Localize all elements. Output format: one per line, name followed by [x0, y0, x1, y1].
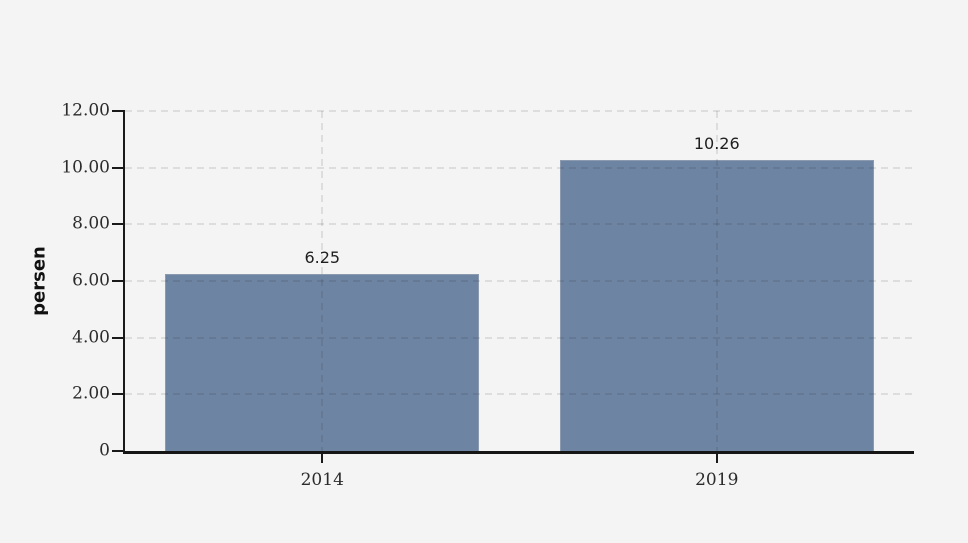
y-axis-tick-label: 4.00	[72, 327, 110, 348]
y-axis-tick	[112, 280, 123, 282]
y-axis-tick-label: 0	[99, 440, 110, 461]
h-gridline	[125, 393, 914, 396]
y-axis-tick	[112, 166, 123, 169]
y-axis-tick	[112, 450, 123, 452]
x-axis-line	[123, 451, 914, 454]
h-gridline	[125, 280, 914, 282]
y-axis-tick-label: 2.00	[72, 383, 110, 404]
y-axis-title: persen	[28, 246, 50, 316]
y-axis-tick-label: 10.00	[61, 157, 110, 178]
v-gridline	[715, 111, 718, 451]
plot-area: 0 2.00 4.00 6.00 8.00 10.00 12.00 2014 6.25 2019 1…	[61, 101, 914, 490]
h-gridline	[125, 166, 914, 169]
y-axis-tick	[112, 110, 123, 112]
y-axis-tick-label: 6.00	[72, 270, 110, 291]
bar	[559, 160, 874, 451]
x-axis-tick	[321, 454, 324, 463]
x-axis-tick	[715, 454, 718, 463]
bar-value-label: 10.26	[693, 134, 740, 154]
h-gridline	[125, 223, 914, 226]
h-gridline	[125, 336, 914, 339]
y-axis-tick	[112, 336, 123, 339]
bar-value-label: 6.25	[304, 247, 341, 267]
v-gridline	[321, 111, 324, 451]
y-axis-tick	[112, 223, 123, 226]
y-axis-tick-label: 8.00	[72, 213, 110, 234]
y-axis-line	[123, 110, 125, 453]
x-axis-tick-label: 2014	[300, 470, 344, 490]
h-gridline	[125, 110, 914, 112]
y-axis-tick-label: 12.00	[61, 100, 110, 121]
y-axis-tick	[112, 393, 123, 396]
x-axis-tick-label: 2019	[695, 470, 739, 490]
bar	[165, 273, 480, 451]
